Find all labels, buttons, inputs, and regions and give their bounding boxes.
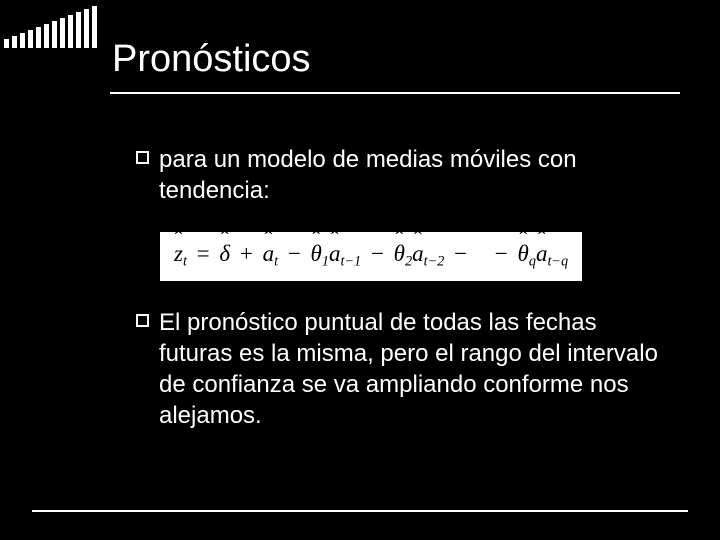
title-underline: [110, 92, 680, 94]
slide-content: para un modelo de medias móviles con ten…: [136, 144, 676, 446]
bullet-text: El pronóstico puntual de todas las fecha…: [159, 307, 676, 432]
formula-delta: δ: [219, 240, 230, 268]
formula-a-sub: t−2: [424, 254, 445, 270]
op-sign: −: [491, 241, 512, 266]
formula-theta: θ: [518, 240, 529, 268]
formula-theta: θ: [311, 240, 322, 268]
op-sign: −: [367, 241, 388, 266]
formula-a: a: [329, 240, 341, 268]
formula: zt = δ + at − θ1at−1 − θ2at−2 − − θqat−q: [160, 232, 582, 280]
corner-decor-bars: [4, 6, 97, 48]
formula-a: a: [263, 240, 275, 268]
slide-title: Pronósticos: [112, 38, 311, 81]
formula-lhs-var: z: [174, 240, 183, 268]
op-sign: +: [236, 241, 257, 266]
bullet-item: para un modelo de medias móviles con ten…: [136, 144, 676, 206]
formula-a: a: [412, 240, 424, 268]
formula-a: a: [536, 240, 548, 268]
square-bullet-icon: [136, 151, 149, 164]
formula-a-sub: t−q: [547, 254, 568, 270]
op-sign: −: [450, 241, 471, 266]
formula-a-sub: t: [274, 254, 278, 270]
square-bullet-icon: [136, 314, 149, 327]
equals-sign: =: [193, 241, 214, 266]
formula-theta-sub: q: [529, 254, 536, 270]
formula-lhs-sub: t: [183, 254, 187, 270]
formula-a-sub: t−1: [340, 254, 361, 270]
formula-theta-sub: 1: [322, 254, 329, 270]
bottom-rule: [32, 510, 688, 512]
formula-theta: θ: [394, 240, 405, 268]
op-sign: −: [284, 241, 305, 266]
formula-theta-sub: 2: [405, 254, 412, 270]
bullet-item: El pronóstico puntual de todas las fecha…: [136, 307, 676, 432]
bullet-text: para un modelo de medias móviles con ten…: [159, 144, 676, 206]
ellipsis: [471, 241, 491, 266]
slide: Pronósticos para un modelo de medias móv…: [0, 0, 720, 540]
